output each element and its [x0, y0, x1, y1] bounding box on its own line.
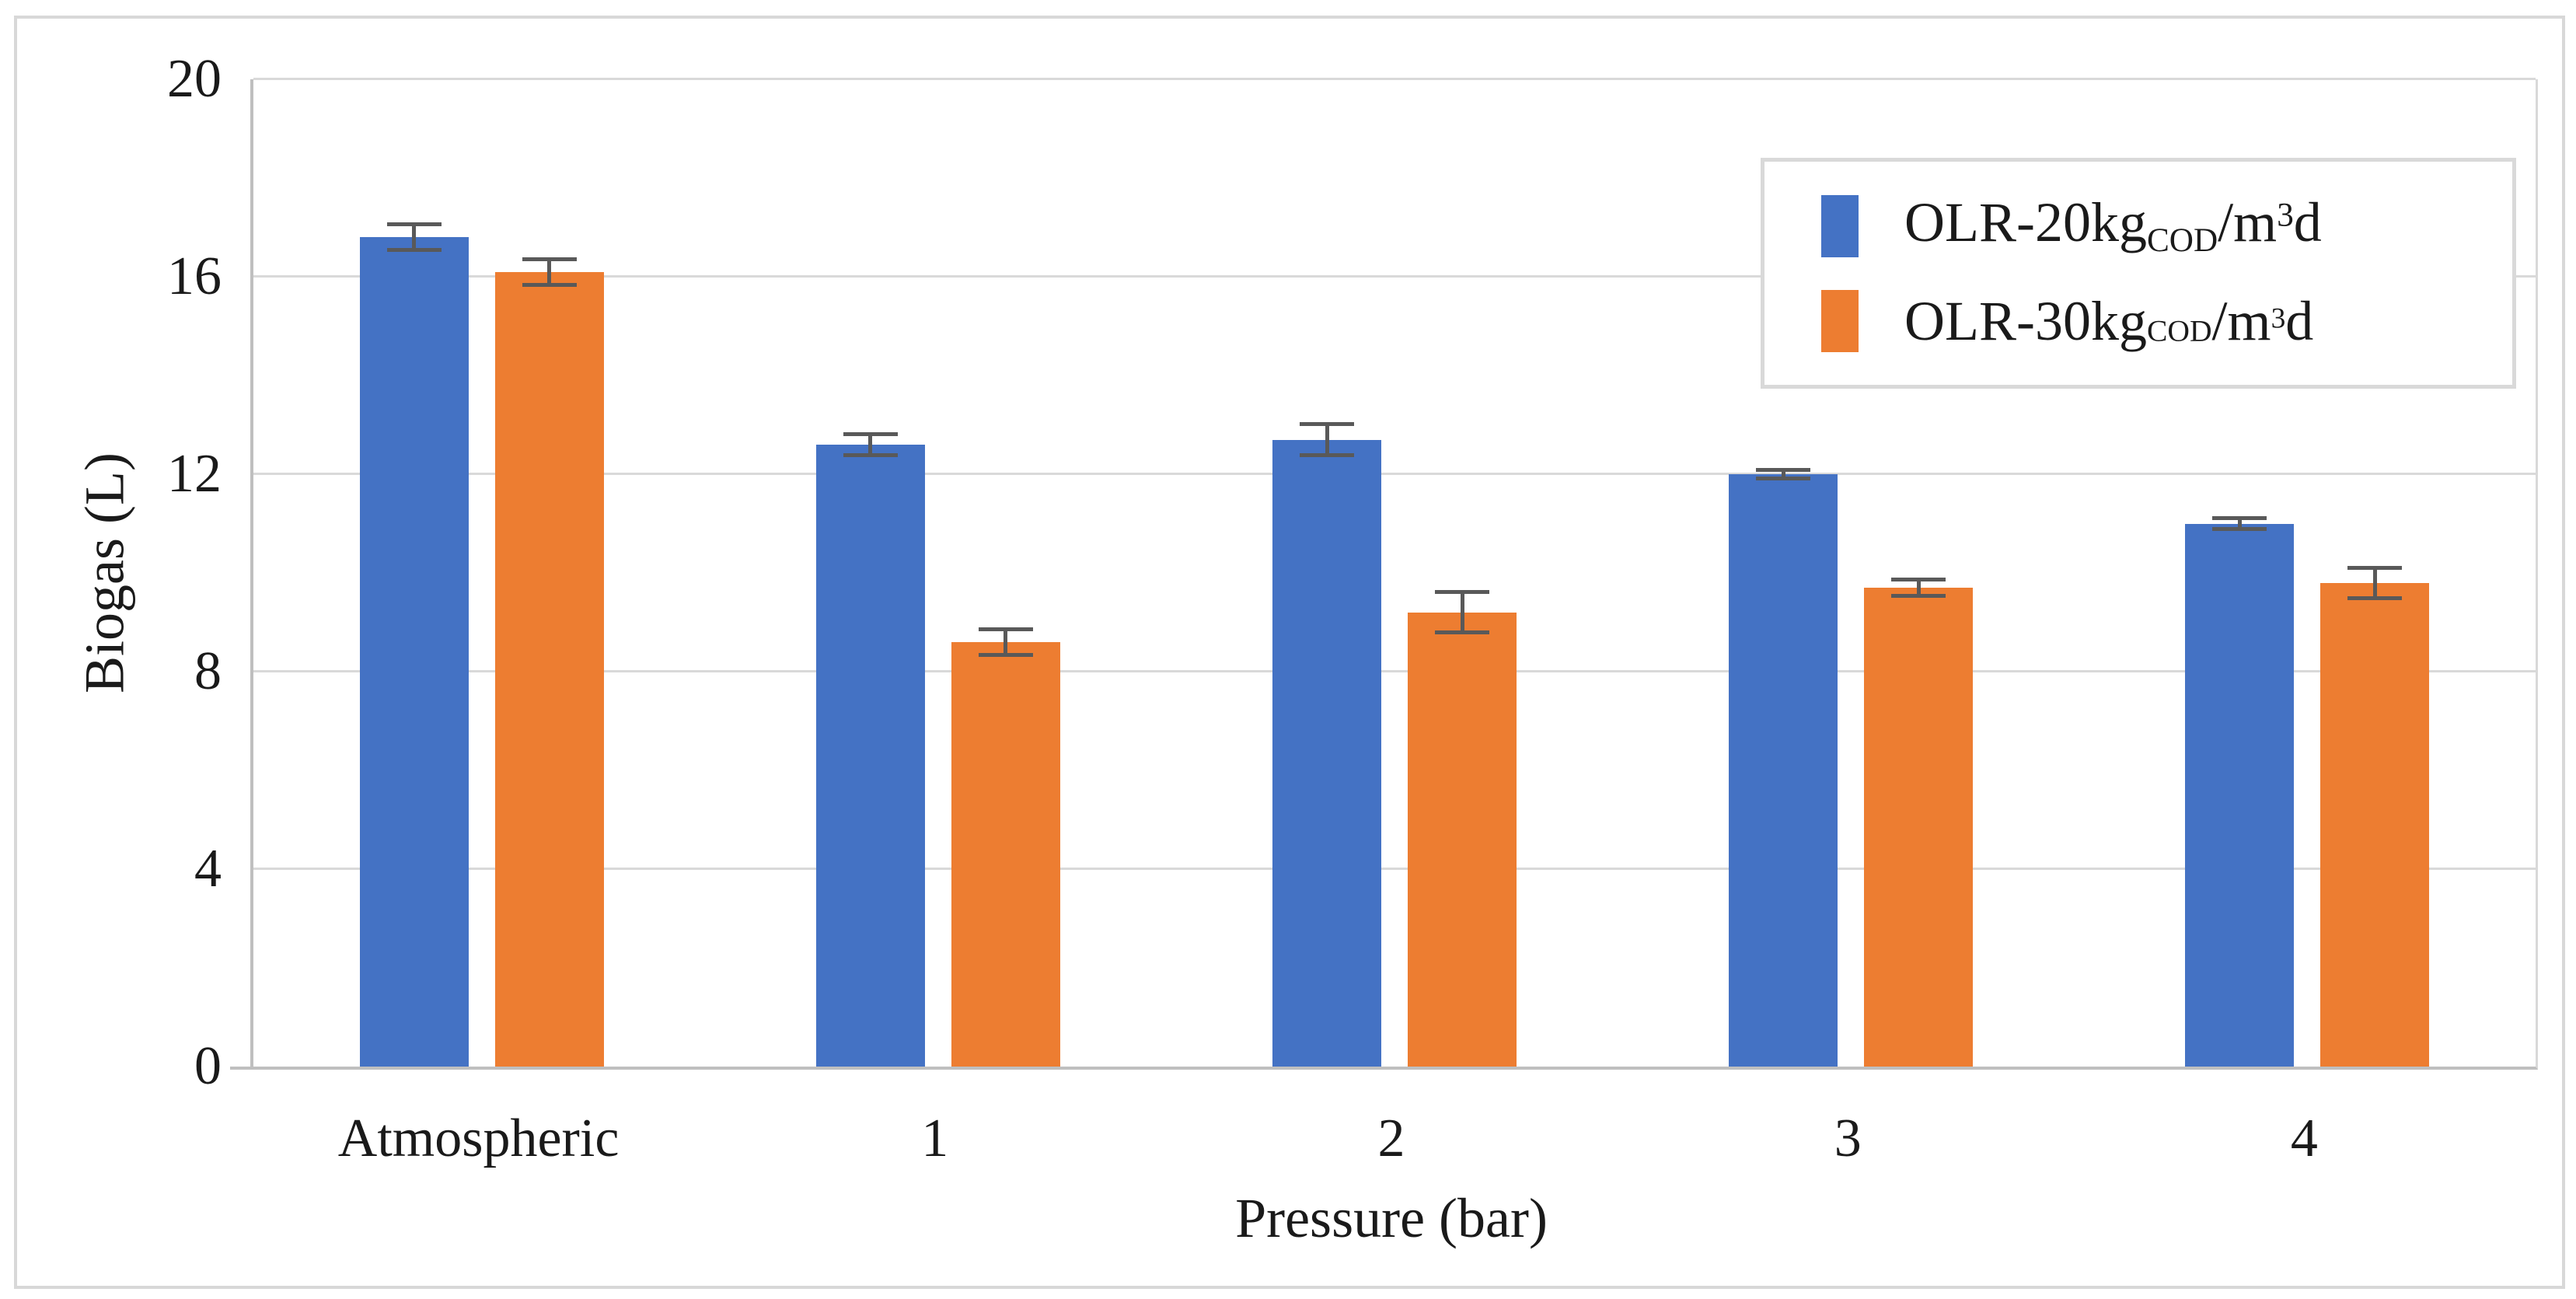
legend-swatch-olr20	[1821, 194, 1859, 257]
origin-tick	[230, 1067, 253, 1070]
gridline	[253, 275, 2536, 278]
bar-group-4	[2079, 79, 2536, 1067]
error-bar	[2212, 515, 2267, 532]
error-bar-line	[2372, 569, 2377, 596]
error-bar-line	[1781, 472, 1785, 477]
bar-series1-2	[1408, 612, 1517, 1067]
bar-series1-4	[2320, 582, 2430, 1067]
error-bar	[1300, 422, 1354, 457]
bar-slot	[359, 79, 469, 1067]
y-tick-label: 4	[194, 839, 222, 899]
error-bar	[1756, 468, 1811, 480]
error-bar-line	[1460, 594, 1464, 631]
bar-slot	[2185, 79, 2295, 1067]
x-tick-label: Atmospheric	[337, 1109, 620, 1168]
bar-series1-1	[951, 641, 1060, 1067]
bar-slot	[1272, 79, 1381, 1067]
y-axis-tick-labels: 0 4 8 12 16 20	[0, 52, 222, 1094]
error-bar	[1891, 578, 1946, 598]
bar-slot	[2320, 79, 2430, 1067]
bar-series1-3	[1864, 588, 1974, 1067]
legend-item-olr30: OLR-30kgCOD/m3d	[1821, 290, 2512, 353]
y-tick-label: 0	[194, 1036, 222, 1096]
bar-slot	[1729, 79, 1838, 1067]
legend-label-olr20: OLR-20kgCOD/m3d	[1904, 190, 2322, 259]
bar-slot	[951, 79, 1060, 1067]
bar-series0-4	[2185, 523, 2295, 1067]
error-bar	[1435, 590, 1489, 635]
error-bar-line	[412, 226, 417, 249]
bar-slot	[815, 79, 925, 1067]
x-tick-label: 4	[2290, 1109, 2318, 1168]
error-bar-line	[1004, 630, 1008, 653]
bar-series0-1	[815, 444, 925, 1067]
error-bar	[522, 257, 577, 287]
gridline	[253, 473, 2536, 475]
x-tick-label: 3	[1834, 1109, 1862, 1168]
gridline	[253, 78, 2536, 80]
bar-group-3	[1623, 79, 2079, 1067]
bar-group-0	[253, 79, 710, 1067]
bar-series0-2	[1272, 439, 1381, 1067]
bar-slot	[1864, 79, 1974, 1067]
x-tick-label: 2	[1377, 1109, 1405, 1168]
error-bar-line	[1916, 581, 1921, 594]
x-axis-title: Pressure (bar)	[1235, 1187, 1548, 1249]
error-bar-line	[547, 260, 552, 283]
y-tick-label: 16	[167, 246, 222, 306]
error-bar-line	[2237, 519, 2242, 528]
error-bar	[386, 222, 442, 253]
y-tick-label: 12	[167, 444, 222, 504]
bar-group-2	[1166, 79, 1622, 1067]
legend-label-olr30: OLR-30kgCOD/m3d	[1904, 290, 2314, 353]
x-axis-tick-labels: Atmospheric 1 2 3 4	[250, 1108, 2532, 1170]
bar-series0-3	[1729, 474, 1838, 1067]
legend: OLR-20kgCOD/m3d OLR-30kgCOD/m3d	[1761, 158, 2516, 389]
bar-groups	[253, 79, 2536, 1067]
error-bar	[978, 627, 1033, 657]
gridline	[253, 868, 2536, 870]
x-tick-label: 1	[921, 1109, 949, 1168]
bar-slot	[494, 79, 604, 1067]
plot-area	[230, 78, 2538, 1070]
bar-series1-Atmospheric	[494, 271, 604, 1067]
bar-group-1	[710, 79, 1166, 1067]
legend-item-olr20: OLR-20kgCOD/m3d	[1821, 194, 2512, 257]
y-tick-label: 20	[167, 49, 222, 109]
bar-slot	[1408, 79, 1517, 1067]
error-bar	[2347, 565, 2403, 600]
error-bar-line	[868, 436, 873, 453]
error-bar-line	[1325, 426, 1329, 453]
bar-series0-Atmospheric	[359, 237, 469, 1067]
legend-swatch-olr30	[1821, 290, 1859, 353]
gridline	[253, 670, 2536, 672]
y-tick-label: 8	[194, 641, 222, 701]
error-bar	[843, 432, 898, 457]
